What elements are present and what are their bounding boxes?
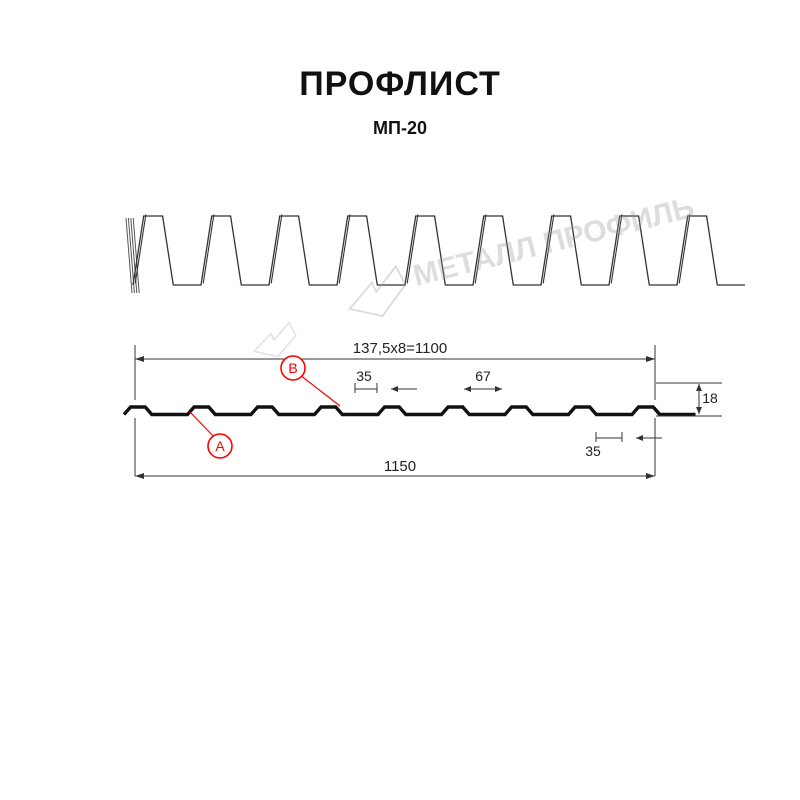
svg-text:B: B (288, 360, 297, 376)
svg-text:1150: 1150 (384, 458, 416, 475)
svg-text:35: 35 (585, 443, 601, 459)
svg-text:35: 35 (356, 368, 372, 384)
svg-text:137,5x8=1100: 137,5x8=1100 (353, 340, 447, 357)
svg-text:A: A (215, 438, 225, 454)
svg-text:67: 67 (475, 368, 491, 384)
svg-text:18: 18 (702, 390, 718, 406)
